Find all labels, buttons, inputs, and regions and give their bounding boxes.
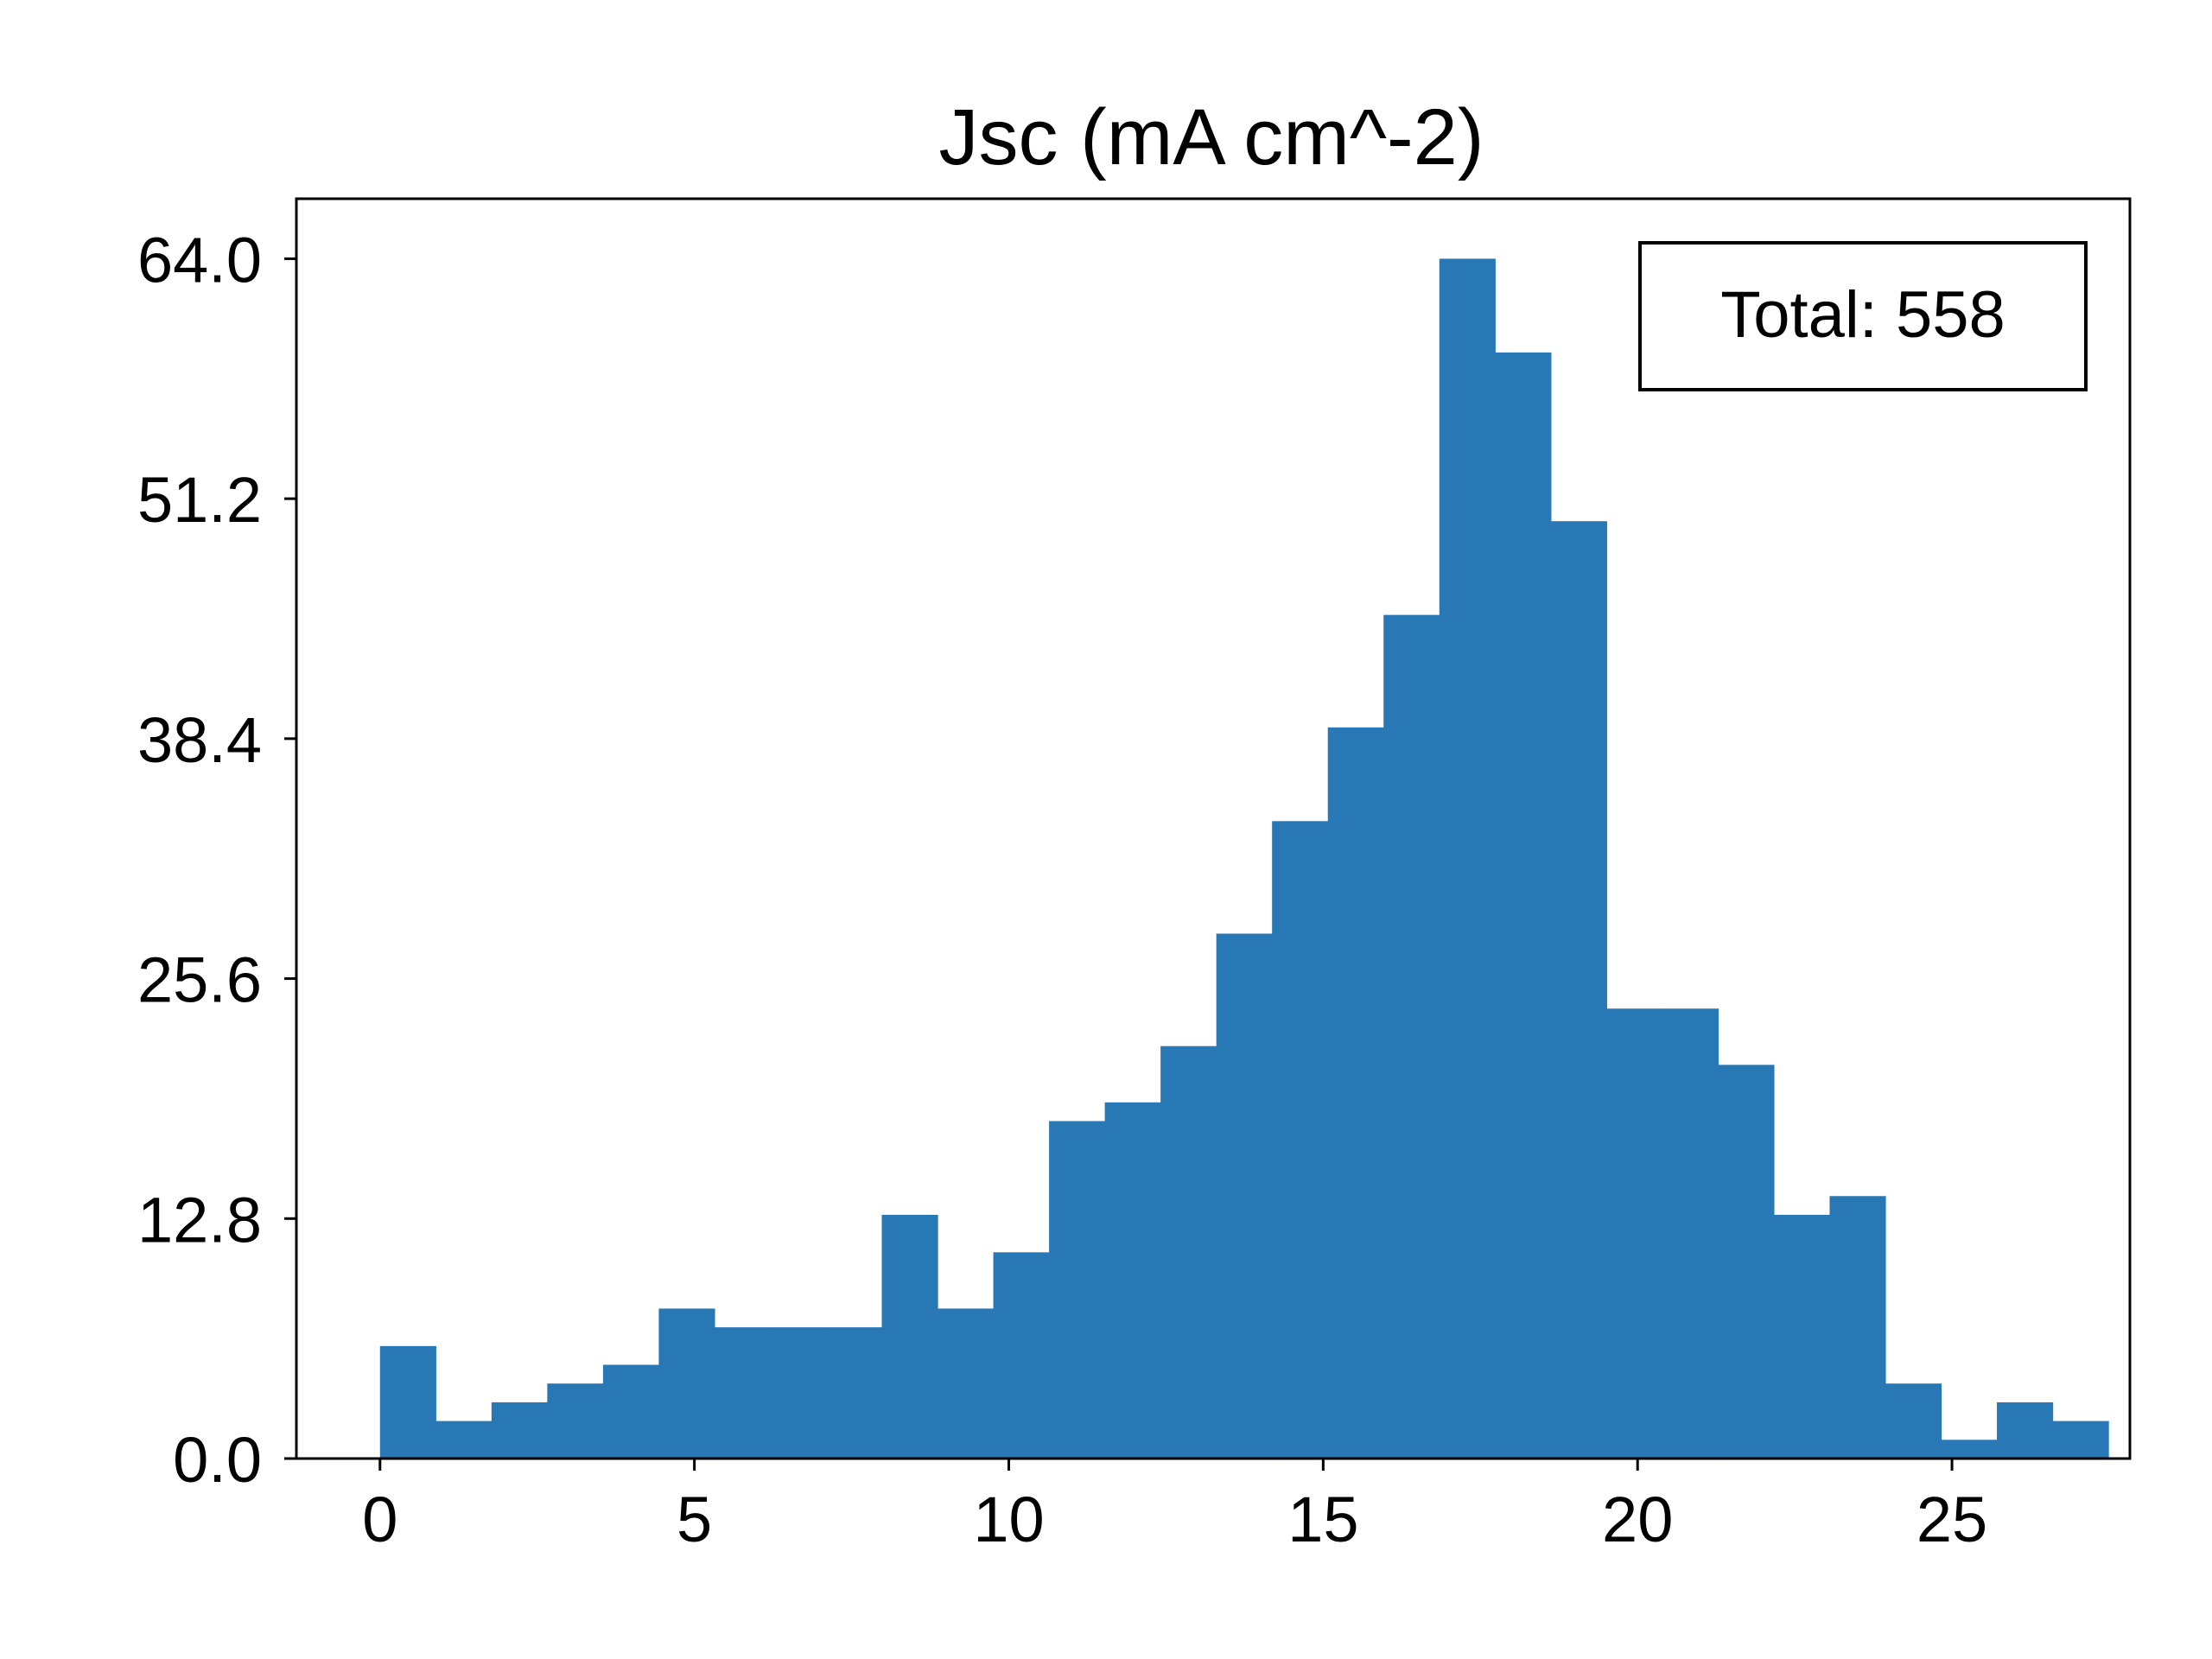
x-tick-label: 20	[1602, 1484, 1673, 1555]
bars-group	[379, 258, 2109, 1459]
histogram-bar	[491, 1402, 548, 1459]
histogram-bar	[1160, 1046, 1217, 1459]
histogram-bar	[1829, 1196, 1886, 1459]
y-tick-label: 0.0	[173, 1424, 262, 1496]
histogram-bar	[1049, 1121, 1106, 1459]
histogram-bar	[1885, 1383, 1942, 1459]
plot-frame	[295, 197, 2132, 1460]
histogram-bar	[1383, 614, 1440, 1459]
x-tick-label: 15	[1287, 1484, 1358, 1555]
y-tick-label: 51.2	[137, 464, 262, 536]
x-tick-label: 10	[973, 1484, 1044, 1555]
y-tick-label: 64.0	[137, 224, 262, 296]
axes-group: 0 5 10 15 20 25 0.0 12.8 25.6 38.4 51.2 64.0	[137, 197, 2132, 1555]
histogram-bar	[1104, 1102, 1161, 1459]
histogram-bar	[602, 1364, 660, 1459]
y-tick-label: 12.8	[137, 1184, 262, 1255]
histogram-bar	[547, 1383, 604, 1459]
histogram-bar	[1997, 1402, 2054, 1459]
histogram-bar	[1550, 521, 1607, 1459]
histogram-bar	[1773, 1214, 1831, 1459]
x-tick-label: 25	[1916, 1484, 1987, 1555]
chart-title: Jsc (mA cm^-2)	[939, 93, 1484, 181]
histogram-bar	[825, 1327, 883, 1459]
histogram-bar	[993, 1252, 1050, 1459]
histogram-bar	[770, 1327, 827, 1459]
histogram-bar	[658, 1308, 715, 1459]
total-annotation: Total: 558	[1638, 241, 2088, 391]
histogram-bar	[1327, 727, 1384, 1459]
histogram-bar	[881, 1214, 938, 1459]
x-tick-label: 5	[677, 1484, 712, 1555]
histogram-bar	[1439, 258, 1496, 1459]
histogram-bar	[435, 1421, 493, 1459]
histogram-bar	[1718, 1065, 1775, 1459]
histogram-bar	[1941, 1440, 1998, 1459]
histogram-bar	[1272, 821, 1329, 1459]
histogram-bar	[2052, 1421, 2109, 1459]
histogram-bar	[1662, 1008, 1719, 1459]
histogram-bar	[379, 1345, 436, 1459]
histogram-bar	[1216, 933, 1273, 1459]
histogram-bar	[1606, 1008, 1663, 1459]
annotation-box	[1638, 241, 2088, 391]
y-tick-label: 38.4	[137, 704, 262, 776]
y-tick-label: 25.6	[137, 944, 262, 1016]
histogram-bar	[938, 1308, 995, 1459]
histogram-bar	[1495, 352, 1552, 1459]
histogram-bar	[714, 1327, 772, 1459]
annotation-label: Total: 558	[1720, 278, 2005, 352]
x-tick-label: 0	[362, 1484, 397, 1555]
